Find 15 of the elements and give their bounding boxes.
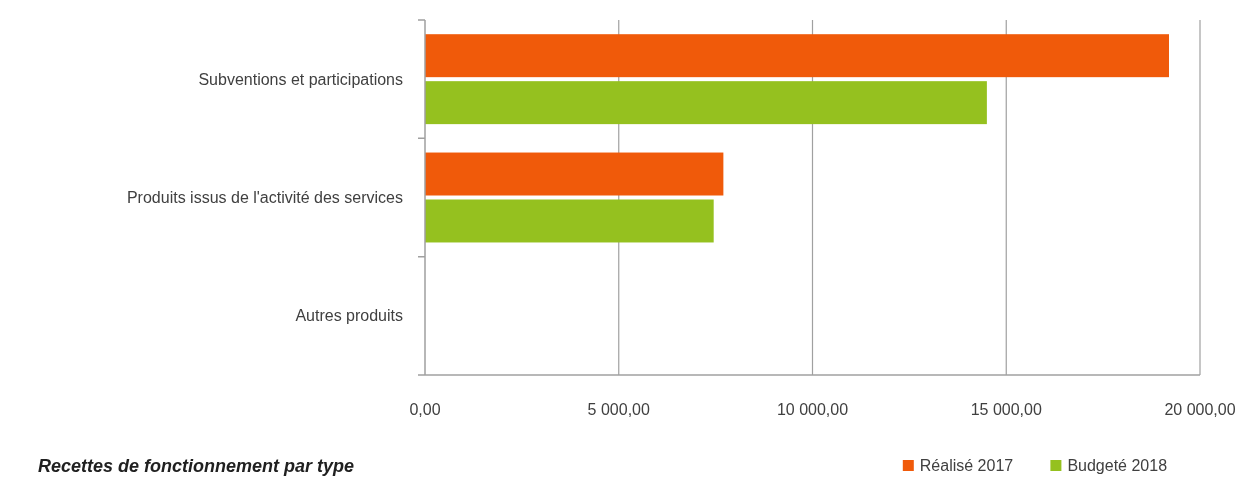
text: Recettes de fonctionnement par type [38,456,355,476]
bar [425,199,714,243]
x-tick-label: 15 000,00 [970,401,1042,418]
x-tick-label: 0,00 [409,401,441,418]
x-tick-label: 20 000,00 [1164,401,1236,418]
x-tick-label: 10 000,00 [776,401,849,418]
y-tick-label: Produits issus de l'activité des services [126,189,403,207]
bar [425,81,987,125]
y-tick-label: Autres produits [295,307,403,325]
bar [425,34,1169,78]
legend-label: Budgeté 2018 [1067,457,1168,474]
legend-label: Réalisé 2017 [919,457,1014,474]
x-tick-label: 5 000,00 [587,401,650,418]
y-tick-label: Subventions et participations [198,70,403,88]
bar [425,152,724,196]
